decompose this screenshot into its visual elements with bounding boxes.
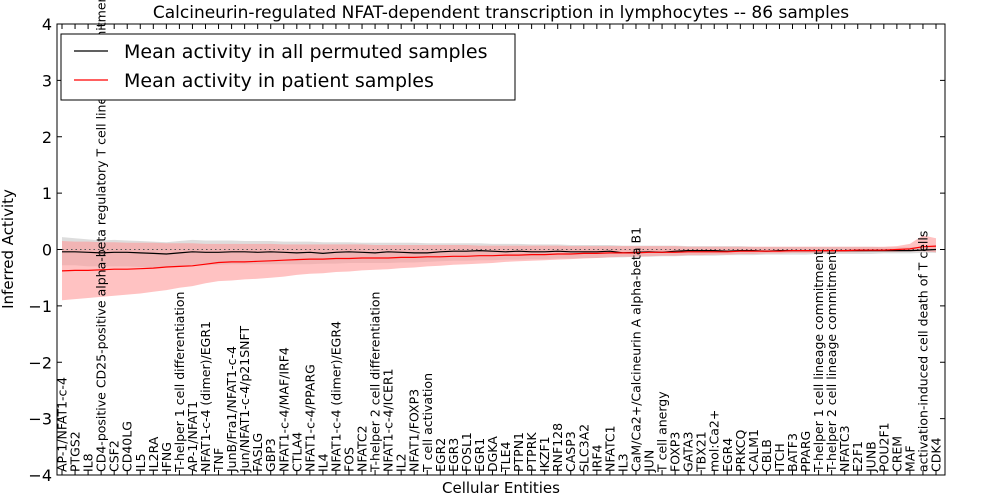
y-tick-label: 0 <box>42 241 52 260</box>
line-mean-activity-in-patient-samples <box>61 245 937 272</box>
y-tick-label: −1 <box>28 297 52 316</box>
x-tick-label: IL8 <box>81 453 96 472</box>
x-tick-label: NFAT1-c-4/PPARG <box>302 364 317 472</box>
x-tick-label: CD40LG <box>120 421 135 472</box>
y-tick-label: 4 <box>42 15 52 34</box>
legend-box <box>60 33 516 101</box>
x-tick-label: CSF2 <box>107 440 122 472</box>
x-tick-label: IFNG <box>159 442 174 472</box>
y-tick-label: 1 <box>42 184 52 203</box>
x-tick-label: FASLG <box>250 433 265 472</box>
x-tick-label: NFATC2 <box>355 425 370 472</box>
x-tick-label: NFAT1-c-4 (dimer)/EGR4 <box>328 321 343 472</box>
x-tick-label: IL4 <box>315 453 330 472</box>
x-tick-label: CD4-positive CD25-positive alpha-beta re… <box>94 0 109 472</box>
x-tick-label: EGR4 <box>720 438 735 472</box>
x-tick-label: CALM1 <box>746 429 761 472</box>
x-tick-label: T-helper 1 cell lineage commitment <box>811 250 826 473</box>
x-tick-label: AP-1/NFAT1-c-4 <box>55 377 70 472</box>
x-tick-label: GATA3 <box>681 432 696 472</box>
x-tick-label: JUN <box>642 450 657 473</box>
y-tick-label: −3 <box>28 410 52 429</box>
x-tick-label: TBX21 <box>694 431 709 473</box>
x-tick-label: PPARG <box>798 431 813 472</box>
x-tick-label: FOSL1 <box>459 432 474 472</box>
legend-label-permuted: Mean activity in all permuted samples <box>124 41 487 63</box>
x-tick-label: TNF <box>211 448 226 473</box>
x-tick-label: EGR3 <box>446 438 461 472</box>
x-axis-label: Cellular Entities <box>442 479 560 497</box>
x-tick-label: PTPN1 <box>511 432 526 472</box>
y-tick-label: 3 <box>42 71 52 90</box>
x-tick-label: DGKA <box>485 436 500 472</box>
x-tick-label: PTPRK <box>524 432 539 472</box>
x-tick-label: GBP3 <box>263 438 278 472</box>
x-tick-label: RNF128 <box>550 423 565 472</box>
legend: Mean activity in all permuted samples Me… <box>60 33 516 101</box>
y-tick-label: −2 <box>28 353 52 372</box>
x-tick-label: FOXP3 <box>668 432 683 472</box>
x-tick-label: ITCH <box>772 443 787 472</box>
x-tick-label: MAF <box>902 445 917 472</box>
x-tick-label: PRKCQ <box>733 430 748 472</box>
x-tick-label: CaM/Ca2+/Calcineurin A alpha-beta B1 <box>629 227 644 472</box>
x-tick-label: EGR2 <box>433 438 448 472</box>
x-tick-label: CTLA4 <box>289 432 304 472</box>
x-tick-label: BATF3 <box>785 433 800 472</box>
chart-title: Calcineurin-regulated NFAT-dependent tra… <box>153 3 849 23</box>
x-tick-label: AP-1/NFAT1 <box>185 401 200 472</box>
x-tick-label: PTGS2 <box>68 431 83 472</box>
x-tick-label: E2F1 <box>850 441 865 472</box>
x-tick-label: T cell anergy <box>655 391 670 473</box>
y-tick-label: −4 <box>28 466 52 485</box>
x-tick-label: IKZF1 <box>537 436 552 472</box>
x-tick-label: Jun/NFAT1-c-4/p21SNFT <box>237 326 252 473</box>
x-tick-label: JUNB <box>863 441 878 473</box>
y-tick-label: 2 <box>42 128 52 147</box>
y-axis-label: Inferred Activity <box>0 189 17 309</box>
legend-label-patient: Mean activity in patient samples <box>124 70 434 92</box>
x-tick-label: NFAT1/FOXP3 <box>407 389 422 472</box>
x-tick-label: mol:Ca2+ <box>707 410 722 472</box>
x-tick-label: POU2F1 <box>876 422 891 472</box>
x-tick-label: NFAT1-c-4/MAF/IRF4 <box>276 347 291 472</box>
x-tick-label: CDK4 <box>929 437 944 472</box>
x-tick-label: IRF4 <box>589 444 604 472</box>
x-tick-label: T cell activation <box>420 373 435 473</box>
x-tick-label: CREM <box>889 436 904 472</box>
y-axis: −4 −3 −2 −1 0 1 2 3 4 <box>28 15 945 485</box>
x-tick-label: TLE4 <box>498 442 513 473</box>
x-tick-label: FOS <box>342 447 357 472</box>
x-tick-label: T-helper 2 cell differentiation <box>368 292 383 473</box>
series-lines <box>61 245 937 272</box>
x-tick-label: NFATC3 <box>837 425 852 472</box>
x-tick-label: SLC3A2 <box>576 424 591 472</box>
x-tick-label: activation-induced cell death of T cells <box>916 231 931 472</box>
x-tick-label: CBLB <box>759 439 774 472</box>
x-tick-label: T-helper 1 cell differentiation <box>172 292 187 473</box>
x-tick-label: JunB/Fra1/NFAT1-c-4 <box>224 346 239 473</box>
x-tick-label: IL2 <box>394 453 409 472</box>
x-tick-label: IL3 <box>615 453 630 472</box>
x-tick-label: IL5 <box>133 453 148 472</box>
x-tick-label: NFAT1-c-4 (dimer)/EGR1 <box>198 321 213 472</box>
x-tick-label: NFAT1-c-4/ICER1 <box>381 368 396 472</box>
x-tick-label: T-helper 2 cell lineage commitment <box>824 250 839 473</box>
x-tick-label: CASP3 <box>563 431 578 472</box>
x-tick-label: EGR1 <box>472 438 487 472</box>
x-tick-label: IL2RA <box>146 436 161 472</box>
x-tick-label: NFATC1 <box>602 425 617 472</box>
